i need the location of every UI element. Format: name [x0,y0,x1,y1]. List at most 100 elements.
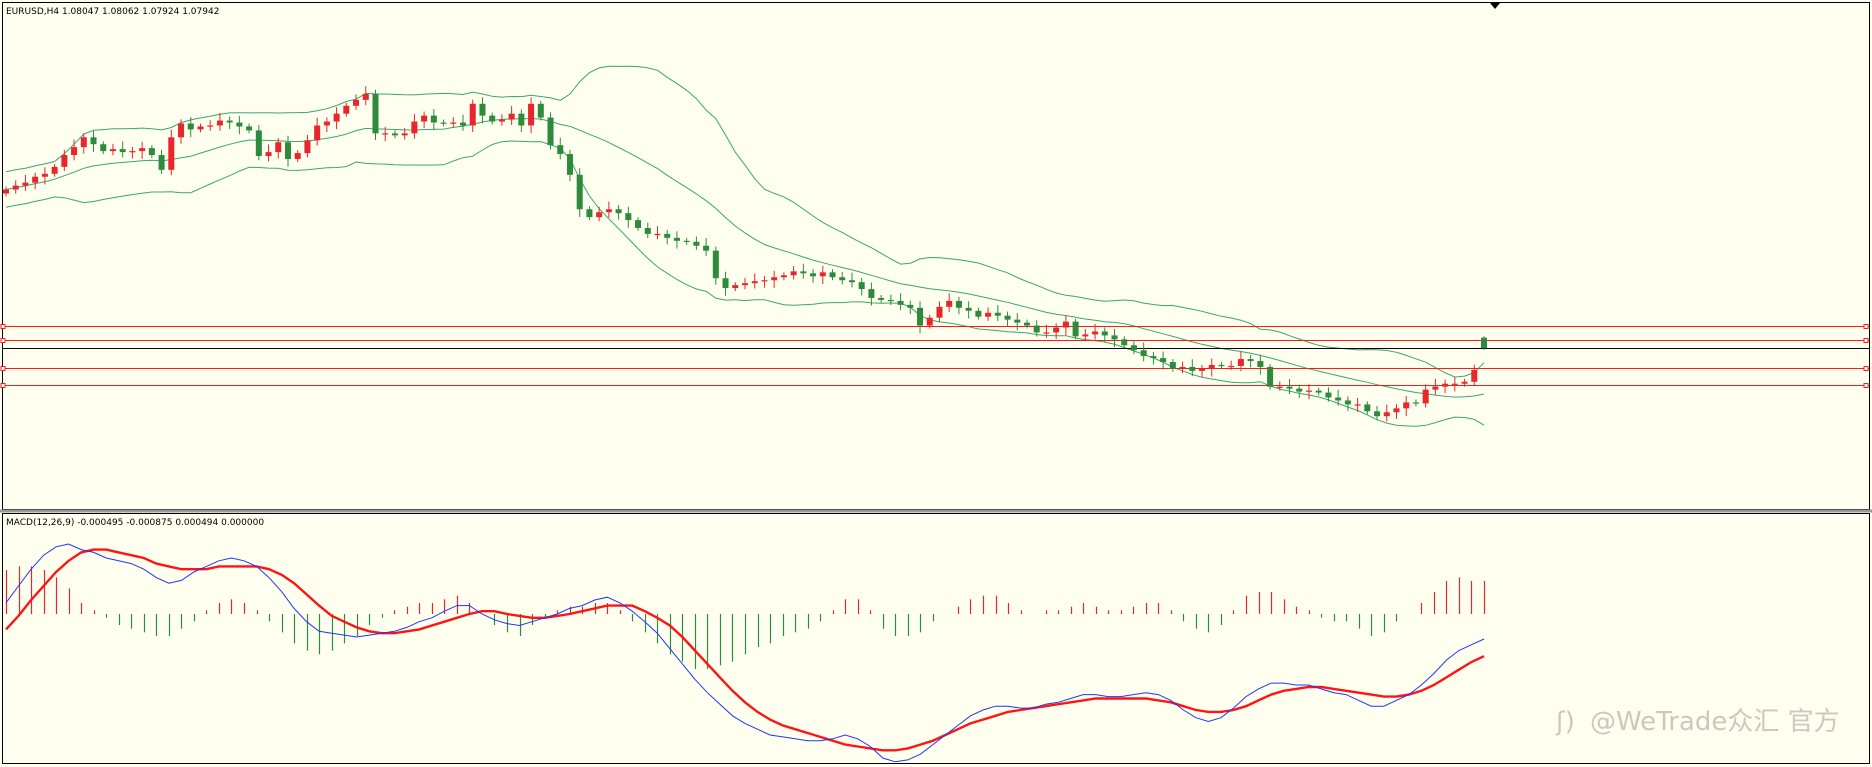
candle-body [615,209,622,214]
level-handle-icon[interactable] [1863,366,1869,371]
candle-body [1169,362,1176,369]
candle-body [712,250,719,279]
candle-body [32,176,39,183]
candle-body [975,310,982,317]
candle-body [780,275,787,278]
candle-body [1150,356,1157,359]
candle-body [994,312,1001,316]
candle-body [1257,361,1264,367]
bollinger-lower-band [5,140,1485,427]
candle-body [1189,366,1196,371]
candle-body [848,280,855,283]
candle-body [498,119,505,122]
candle-body [965,307,972,311]
candle-body [1092,331,1099,335]
horizontal-levels [0,324,1869,388]
candle-body [703,245,710,251]
candle-body [761,280,768,282]
candle-body [936,306,943,318]
level-handle-icon[interactable] [1863,338,1869,343]
candle-body [411,121,418,134]
candle-body [635,220,642,228]
candle-body [12,185,19,190]
macd-panel-header: MACD(12,26,9) -0.000495 -0.000875 0.0004… [6,518,264,528]
level-handle-icon[interactable] [0,338,6,343]
candle-body [1442,383,1449,387]
candle-body [1218,364,1225,367]
candle-body [1451,383,1458,385]
candle-body [1014,319,1021,323]
candle-body [178,123,185,138]
candle-body [605,209,612,213]
candle-body [907,304,914,308]
candle-body [41,173,48,177]
candle-body [557,145,564,155]
level-handle-icon[interactable] [0,366,6,371]
bollinger-middle-band [5,117,1485,398]
candle-body [489,115,496,122]
candle-body [1344,400,1351,405]
watermark-logo-icon: ʃ) [1555,707,1575,737]
candle-body [197,126,204,130]
candle-body [858,282,865,290]
level-handle-icon[interactable] [1863,383,1869,388]
candle-body [1121,339,1128,346]
candle-body [683,240,690,242]
candle-body [216,120,223,126]
candle-body [284,142,292,159]
candle-body [1393,408,1400,413]
level-handle-icon[interactable] [0,324,6,329]
candle-body [323,121,330,126]
candle-body [829,272,836,278]
candle-body [946,300,953,307]
candle-body [1198,368,1206,371]
macd-histogram [5,566,1486,669]
candle-body [926,317,933,326]
candle-body [430,115,437,123]
candle-body [741,283,749,286]
candle-body [450,122,457,124]
candle-body [518,113,525,126]
macd-panel[interactable]: MACD(12,26,9) -0.000495 -0.000875 0.0004… [2,513,1870,764]
candle-body [1237,359,1244,366]
candle-body [265,152,272,157]
candle-body [566,154,573,175]
candle-body [246,126,253,131]
candle-body [236,122,243,127]
candle-body [1033,325,1040,333]
candle-body [1286,386,1293,389]
candle-body [1140,350,1147,357]
candle-body [304,140,311,154]
candle-body [887,299,894,302]
level-handle-icon[interactable] [1863,324,1869,329]
candle-body [391,133,398,136]
candle-body [1461,381,1468,384]
candle-body [1315,390,1322,393]
candle-body [1072,321,1079,337]
candle-body [985,312,992,317]
candle-body [654,233,661,236]
candle-body [722,278,729,289]
candle-body [275,142,282,153]
candle-body [1267,366,1274,387]
candle-body [187,123,194,130]
candle-body [1101,331,1108,336]
candle-body [421,115,428,122]
candle-body [800,271,807,274]
level-handle-icon[interactable] [0,383,6,388]
candle-body [673,237,680,241]
scroll-marker-icon[interactable] [1490,3,1500,9]
candle-body [294,153,301,159]
candle-body [207,125,214,127]
candle-body [314,125,321,141]
price-panel[interactable]: EURUSD,H4 1.08047 1.08062 1.07924 1.0794… [0,2,1870,510]
candle-body [1305,390,1312,392]
candle-body [22,182,29,186]
candle-body [664,233,671,238]
candle-body [1374,411,1381,417]
candle-body [1082,334,1089,337]
watermark-text: @WeTrade众汇 官方 [1590,707,1840,737]
candle-body [693,241,700,246]
